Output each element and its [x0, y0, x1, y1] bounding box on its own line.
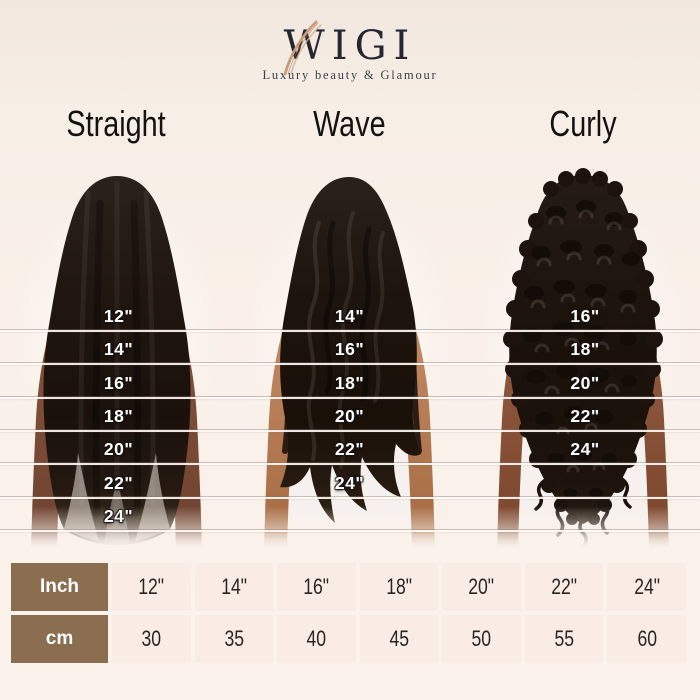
ruler-line: [0, 463, 700, 466]
length-label: 20": [334, 405, 365, 426]
table-cell: 14": [194, 563, 274, 611]
length-label: 18": [334, 372, 365, 393]
length-label: 16": [334, 339, 365, 360]
table-cell: 45: [359, 615, 439, 663]
length-label: 12": [103, 306, 134, 326]
figure-bottom-fade: [0, 531, 700, 559]
brand-name: WIGI: [283, 20, 417, 76]
ruler-line: [0, 429, 700, 432]
straight-length-labels: 12" 14" 16" 18" 20" 22" 24": [2, 0, 235, 700]
length-label: 14": [334, 306, 365, 326]
length-label: 16": [103, 372, 134, 393]
cm-header-cell: cm: [11, 615, 108, 663]
table-cell: 20": [442, 563, 521, 611]
length-label: 22": [334, 439, 365, 460]
conversion-table: Inch 12" 14" 16" 18" 20" 22" 24" cm 30 35 40 45 50…: [11, 563, 687, 667]
table-cell: 50: [442, 615, 521, 663]
curly-length-labels: 16" 18" 20" 22" 24": [468, 0, 700, 700]
column-heading-curly: Curly: [549, 103, 617, 144]
table-cell: 12": [112, 563, 191, 611]
cm-row: cm 30 35 40 45 50 55 60: [11, 615, 687, 663]
straight-hair-figure: [0, 153, 239, 563]
column-heading-wave: Wave: [313, 103, 386, 144]
length-label: 16": [570, 306, 600, 326]
inch-row: Inch 12" 14" 16" 18" 20" 22" 24": [11, 563, 687, 611]
ruler-line: [0, 396, 700, 399]
straight-hair-model-image: [31, 176, 202, 553]
table-cell: 22": [524, 563, 604, 611]
ruler-line: [0, 363, 700, 366]
curly-hair-model-image: [497, 168, 669, 553]
length-label: 18": [103, 405, 134, 426]
table-cell: 16": [277, 563, 356, 611]
inch-header-cell: Inch: [11, 563, 108, 611]
curly-hair-figure: [460, 153, 700, 563]
length-label: 14": [103, 339, 134, 360]
length-label: 20": [570, 372, 600, 393]
length-label: 22": [103, 472, 134, 493]
wave-length-labels: 14" 16" 18" 20" 22" 24": [233, 0, 466, 700]
length-label: 18": [570, 339, 600, 360]
length-label: 22": [570, 405, 600, 426]
length-label: 20": [103, 439, 134, 460]
table-cell: 30: [112, 615, 191, 663]
table-cell: 24": [607, 563, 687, 611]
length-label: 24": [103, 505, 134, 526]
ruler-line: [0, 330, 700, 332]
table-cell: 55: [524, 615, 604, 663]
length-label: 24": [570, 439, 600, 460]
ruler-line: [0, 496, 700, 499]
wave-hair-model-image: [264, 177, 435, 553]
column-heading-straight: Straight: [66, 103, 167, 144]
table-cell: 40: [277, 615, 356, 663]
wave-hair-figure: [227, 153, 472, 563]
table-cell: 18": [359, 563, 439, 611]
ruler-line: [0, 529, 700, 532]
table-cell: 60: [607, 615, 687, 663]
brand-logo: WIGI Luxury beauty & Glamour: [0, 20, 700, 83]
length-label: 24": [334, 472, 365, 493]
table-cell: 35: [194, 615, 274, 663]
